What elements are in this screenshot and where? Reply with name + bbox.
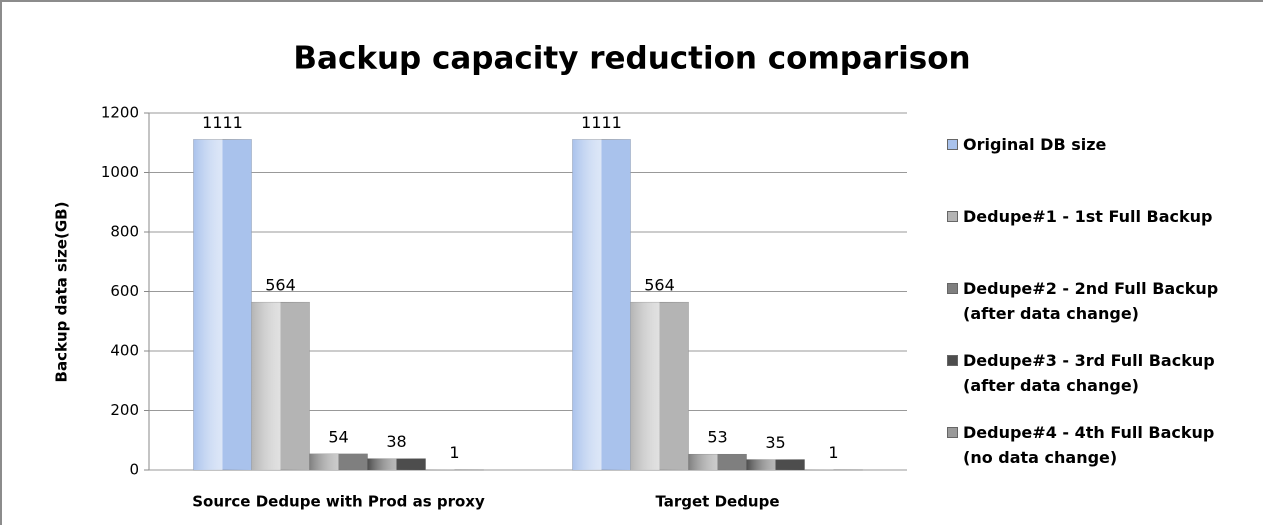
value-label: 564 bbox=[644, 276, 675, 295]
legend: Original DB size Dedupe#1 - 1st Full Back… bbox=[947, 132, 1247, 492]
y-tick-label: 0 bbox=[129, 461, 139, 479]
legend-label: Dedupe#4 - 4th Full Backup (no data chan… bbox=[963, 423, 1215, 467]
value-label: 38 bbox=[386, 432, 406, 451]
bar bbox=[630, 301, 689, 471]
legend-item: Dedupe#4 - 4th Full Backup (no data chan… bbox=[947, 420, 1247, 492]
value-label: 1111 bbox=[202, 113, 243, 132]
legend-label: Original DB size bbox=[963, 135, 1107, 154]
value-label: 1111 bbox=[581, 113, 622, 132]
bar bbox=[193, 139, 252, 471]
legend-item: Original DB size bbox=[947, 132, 1247, 204]
y-tick-label: 800 bbox=[110, 223, 139, 241]
y-tick-label: 400 bbox=[110, 342, 139, 360]
bar bbox=[251, 301, 310, 471]
bar bbox=[367, 458, 426, 471]
legend-label: Dedupe#2 - 2nd Full Backup (after data c… bbox=[963, 279, 1219, 323]
y-tick-label: 600 bbox=[110, 282, 139, 300]
legend-label: Dedupe#1 - 1st Full Backup bbox=[963, 207, 1213, 226]
y-axis-label: Backup data size(GB) bbox=[53, 202, 71, 383]
value-label: 1 bbox=[828, 443, 838, 462]
legend-swatch bbox=[947, 139, 958, 150]
bar bbox=[746, 459, 805, 471]
legend-swatch bbox=[947, 355, 958, 366]
value-label: 54 bbox=[328, 427, 348, 446]
legend-swatch bbox=[947, 211, 958, 222]
x-tick-label: Target Dedupe bbox=[655, 493, 779, 511]
bar bbox=[688, 453, 747, 471]
value-label: 35 bbox=[765, 433, 785, 452]
bar bbox=[572, 139, 631, 471]
bar bbox=[309, 453, 368, 471]
legend-swatch bbox=[947, 427, 958, 438]
x-tick-label: Source Dedupe with Prod as proxy bbox=[192, 493, 485, 511]
y-tick-label: 1200 bbox=[101, 104, 139, 122]
y-tick-label: 200 bbox=[110, 401, 139, 419]
legend-item: Dedupe#2 - 2nd Full Backup (after data c… bbox=[947, 276, 1247, 348]
legend-item: Dedupe#3 - 3rd Full Backup (after data c… bbox=[947, 348, 1247, 420]
legend-swatch bbox=[947, 283, 958, 294]
chart-title: Backup capacity reduction comparison bbox=[293, 41, 970, 77]
value-label: 53 bbox=[707, 428, 727, 447]
y-tick-label: 1000 bbox=[101, 163, 139, 181]
legend-label: Dedupe#3 - 3rd Full Backup (after data c… bbox=[963, 351, 1215, 395]
value-label: 564 bbox=[265, 276, 296, 295]
legend-item: Dedupe#1 - 1st Full Backup bbox=[947, 204, 1247, 276]
value-label: 1 bbox=[449, 443, 459, 462]
